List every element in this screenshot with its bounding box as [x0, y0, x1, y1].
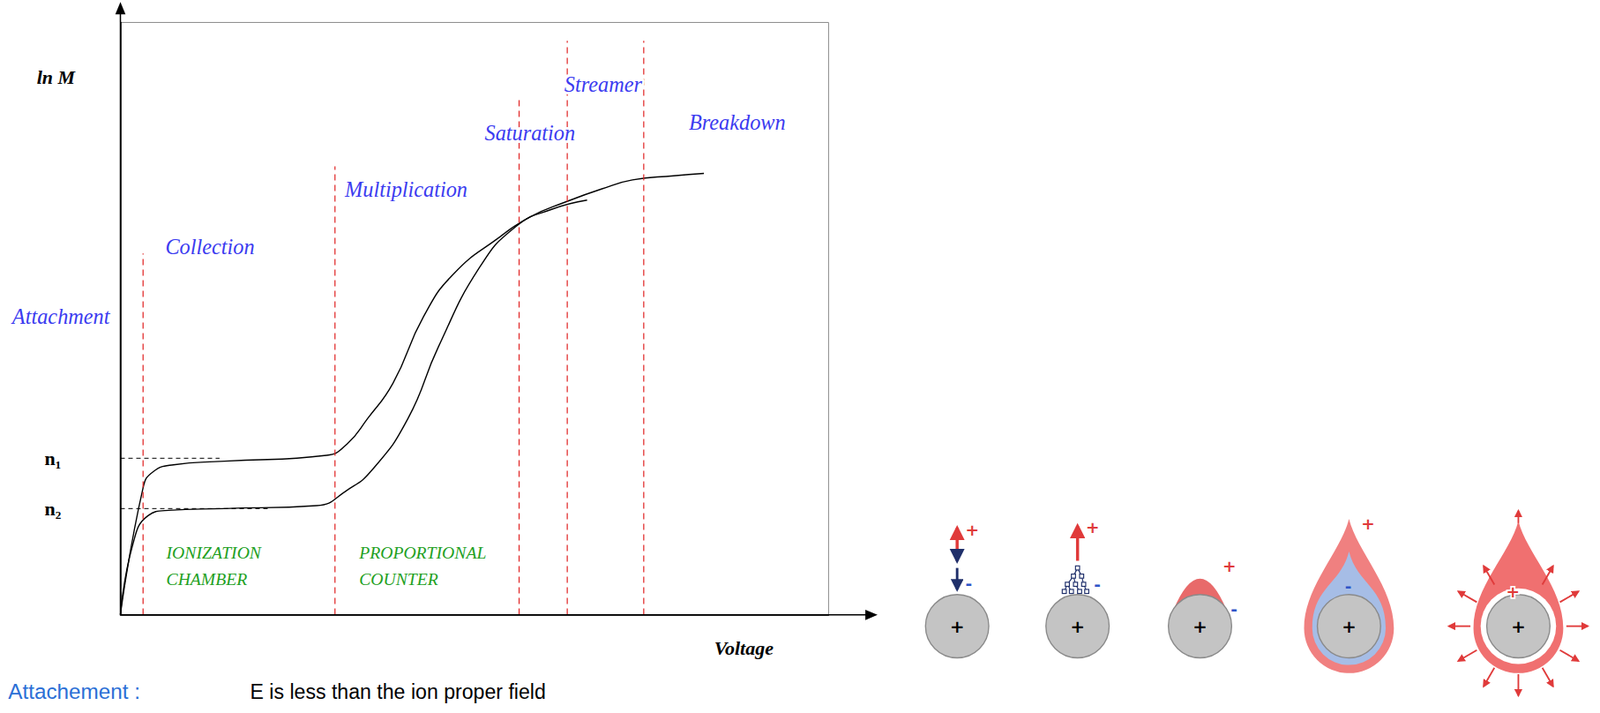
svg-text:Voltage: Voltage — [714, 636, 774, 659]
svg-text:Streamer: Streamer — [564, 72, 643, 97]
svg-text:Saturation: Saturation — [485, 120, 576, 145]
svg-text:IONIZATION: IONIZATION — [165, 542, 263, 562]
svg-text:CHAMBER: CHAMBER — [166, 568, 248, 589]
svg-text:+: + — [1222, 556, 1237, 576]
svg-text:n₁: n₁ — [44, 447, 62, 470]
svg-text:-: - — [1230, 599, 1238, 619]
svg-text:Attachement :: Attachement : — [7, 679, 141, 703]
svg-text:+: + — [1510, 616, 1526, 637]
svg-text:Breakdown: Breakdown — [688, 110, 786, 135]
svg-text:n₂: n₂ — [44, 497, 62, 520]
svg-text:Collection: Collection — [164, 234, 255, 259]
svg-text:+: + — [1069, 616, 1085, 637]
svg-text:-: - — [1345, 576, 1353, 596]
svg-text:+: + — [964, 520, 980, 539]
svg-text:Multiplication: Multiplication — [343, 177, 468, 202]
svg-text:+: + — [1360, 514, 1376, 533]
svg-text:+: + — [949, 616, 965, 637]
svg-text:+: + — [1085, 517, 1100, 537]
svg-text:+: + — [1506, 582, 1521, 601]
svg-text:-: - — [964, 574, 972, 593]
svg-text:E is less than the ion proper: E is less than the ion proper field — [249, 680, 546, 703]
svg-text:+: + — [1341, 616, 1356, 637]
svg-text:PROPORTIONAL: PROPORTIONAL — [358, 542, 486, 562]
svg-text:-: - — [1093, 575, 1101, 594]
svg-text:+: + — [1192, 616, 1207, 637]
svg-text:COUNTER: COUNTER — [358, 568, 439, 589]
svg-text:Attachment: Attachment — [10, 304, 112, 329]
svg-text:ln M: ln M — [37, 66, 77, 89]
